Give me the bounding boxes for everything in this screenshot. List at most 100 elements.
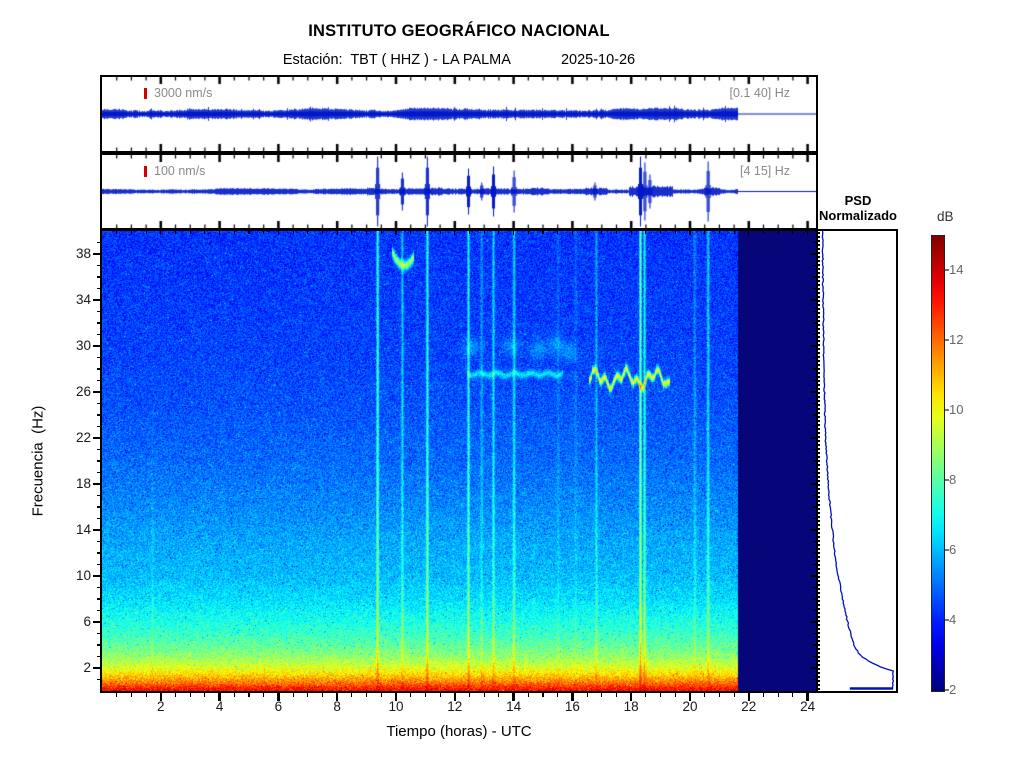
colorbar-tick-label: 6 — [949, 542, 957, 557]
x-tick — [660, 693, 662, 697]
y-tick-inner — [813, 448, 816, 451]
x-tick — [483, 693, 485, 697]
x-tick — [424, 693, 426, 697]
y-tick-label: 6 — [83, 614, 91, 629]
page-title: INSTITUTO GEOGRÁFICO NACIONAL — [308, 22, 610, 40]
y-tick-inner — [813, 276, 816, 278]
x-tick-inner — [248, 231, 250, 234]
x-tick-inner — [174, 231, 177, 234]
x-tick-inner — [292, 231, 294, 234]
y-tick-label: 10 — [75, 568, 91, 583]
y-tick — [96, 586, 100, 589]
y-tick-inner — [813, 414, 816, 416]
x-tick — [542, 693, 544, 697]
x-tick — [527, 693, 529, 697]
x-tick — [747, 693, 751, 701]
y-tick — [96, 448, 100, 451]
x-tick-inner — [557, 231, 559, 234]
y-tick — [96, 264, 100, 267]
x-tick-inner — [777, 231, 779, 234]
psd-title-line1: PSD — [844, 193, 872, 208]
colorbar-tick-label: 10 — [949, 402, 964, 417]
x-tick-label: 16 — [564, 699, 580, 714]
y-tick — [93, 437, 100, 439]
x-tick — [439, 693, 441, 697]
x-tick-inner — [498, 231, 500, 234]
psd-panel — [818, 229, 898, 693]
y-tick — [96, 379, 100, 382]
x-tick — [792, 693, 794, 697]
y-tick-inner — [813, 678, 816, 681]
colorbar-tick — [945, 619, 949, 621]
station-label: Estación: TBT ( HHZ ) - LA PALMA — [282, 52, 511, 68]
y-axis-label: Frecuencia (Hz) — [29, 405, 47, 517]
y-tick-label: 22 — [75, 430, 91, 445]
x-tick — [321, 693, 324, 697]
y-tick-inner — [813, 517, 816, 520]
y-tick-inner — [813, 632, 816, 635]
x-tick-inner — [660, 231, 662, 234]
y-tick — [96, 540, 100, 543]
y-tick-inner — [813, 241, 816, 244]
x-tick-label: 12 — [447, 699, 463, 714]
y-tick-label: 2 — [83, 660, 91, 675]
y-tick — [93, 299, 100, 301]
y-tick — [96, 241, 100, 244]
x-tick — [762, 693, 765, 697]
x-tick — [615, 693, 618, 697]
colorbar-tick — [945, 479, 949, 481]
x-tick-inner — [160, 231, 162, 235]
y-tick-inner — [813, 552, 816, 554]
y-tick-inner — [813, 310, 816, 313]
x-tick — [629, 693, 633, 701]
x-tick-inner — [321, 231, 324, 234]
x-tick-inner — [204, 231, 206, 234]
x-tick-label: 24 — [800, 699, 816, 714]
x-tick — [218, 693, 221, 701]
x-tick-label: 20 — [682, 699, 698, 714]
x-tick — [718, 693, 720, 697]
colorbar-tick-label: 8 — [949, 472, 957, 487]
x-tick-inner — [689, 231, 691, 235]
x-tick — [586, 693, 588, 697]
x-tick-inner — [395, 231, 397, 235]
y-tick — [96, 356, 100, 359]
psd-curve — [821, 231, 895, 690]
y-tick — [93, 529, 100, 531]
x-tick-inner — [586, 231, 588, 234]
x-tick-inner — [807, 231, 809, 235]
y-tick — [96, 276, 100, 278]
x-tick-inner — [454, 231, 456, 235]
x-tick-inner — [513, 231, 515, 235]
psd-title-line2: Normalizado — [818, 208, 897, 223]
y-tick-inner — [811, 667, 816, 669]
y-tick-inner — [811, 483, 816, 485]
colorbar-tick-label: 12 — [949, 332, 964, 347]
x-tick — [116, 693, 118, 697]
y-tick-label: 26 — [75, 384, 91, 399]
x-tick-label: 4 — [215, 699, 224, 714]
x-tick — [601, 693, 603, 697]
y-tick — [96, 678, 100, 681]
x-tick — [806, 693, 809, 701]
x-tick — [366, 693, 368, 697]
y-tick-inner — [813, 322, 816, 324]
x-tick — [557, 693, 559, 697]
x-tick — [204, 693, 206, 697]
x-tick-inner — [189, 231, 191, 234]
band-filter-label-filtered: [4 15] Hz — [739, 164, 790, 178]
y-tick-inner — [813, 471, 816, 474]
x-tick — [733, 693, 735, 697]
x-tick — [453, 693, 457, 701]
x-tick-inner — [468, 231, 471, 234]
y-tick-inner — [811, 575, 816, 577]
y-tick-label: 14 — [75, 522, 91, 537]
colorbar-unit-label: dB — [937, 209, 954, 224]
x-tick-inner — [219, 231, 221, 235]
colorbar-tick-label: 14 — [949, 262, 964, 277]
x-tick-inner — [351, 231, 353, 234]
x-tick-inner — [733, 231, 735, 234]
band-filter-label-broadband: [0.1 40] Hz — [729, 86, 790, 100]
y-tick-label: 30 — [75, 338, 91, 353]
